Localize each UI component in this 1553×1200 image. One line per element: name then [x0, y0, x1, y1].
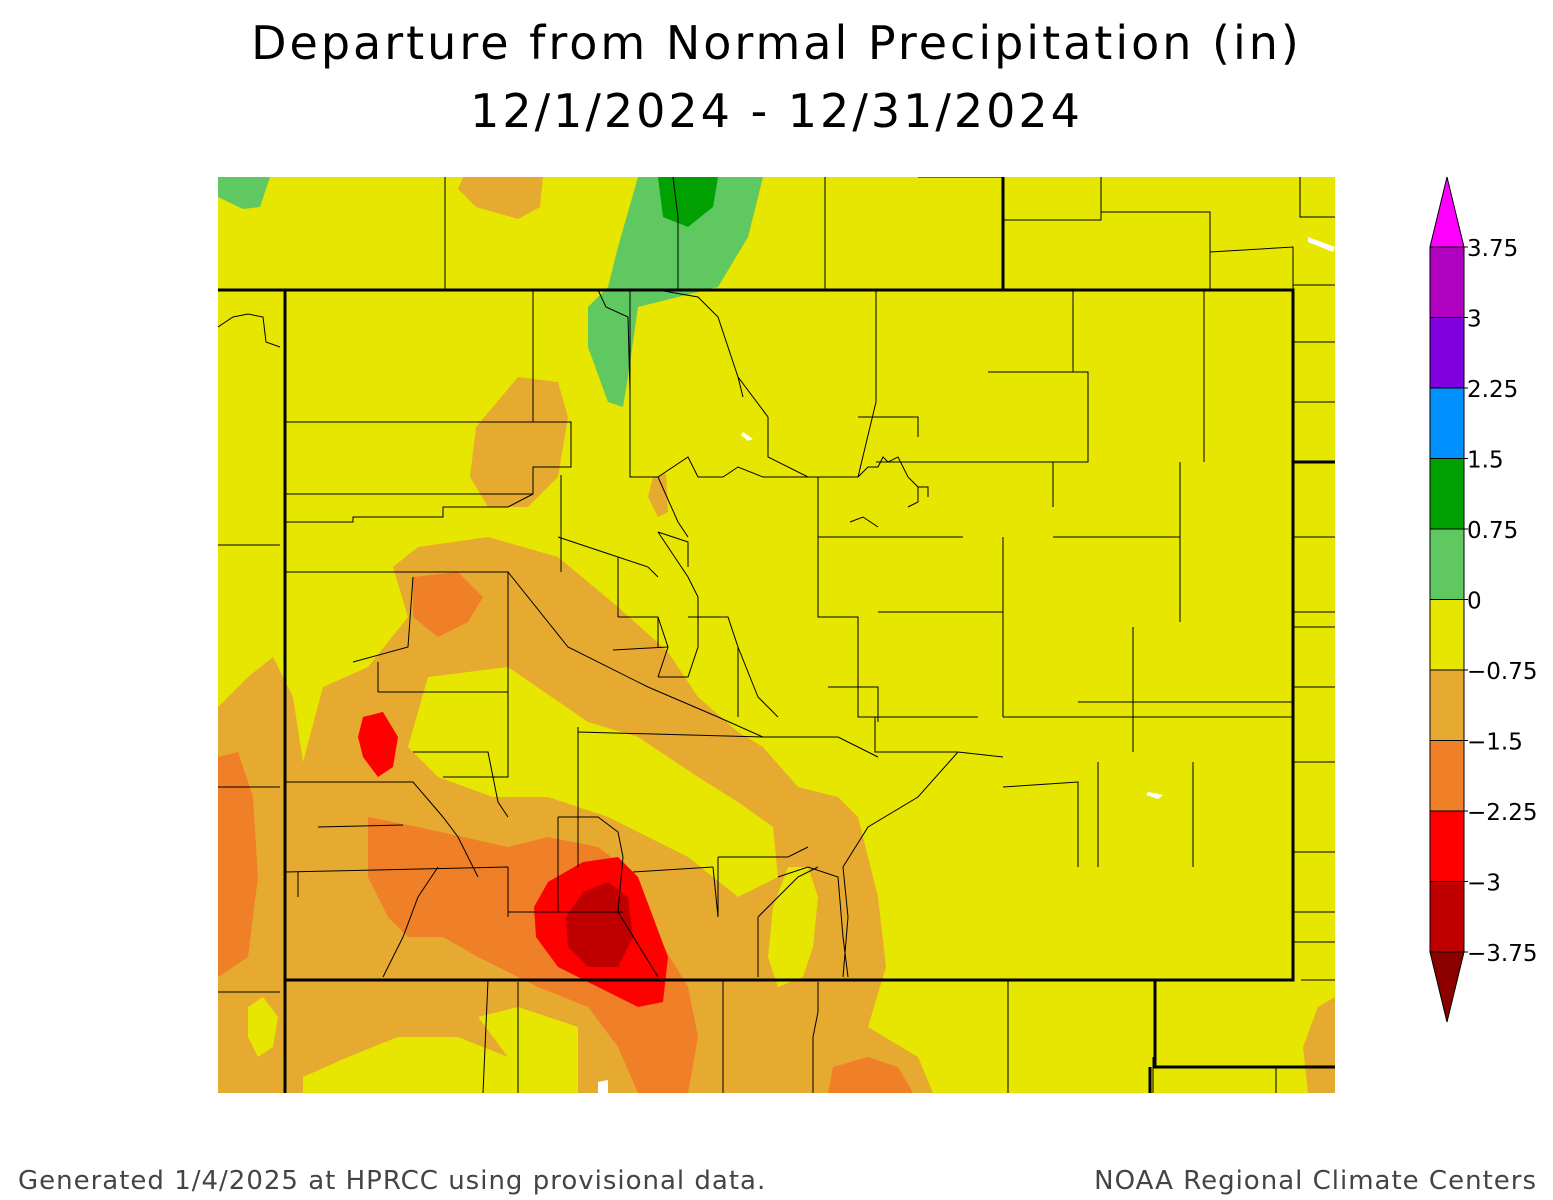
- contour-light-orange-southwest: [218, 537, 933, 1093]
- legend-label: −2.25: [1467, 800, 1537, 826]
- legend-swatch: [1429, 669, 1465, 741]
- white-spot-ne: [1308, 237, 1335, 252]
- legend-swatch: [1429, 317, 1465, 389]
- precipitation-departure-map: [218, 177, 1335, 1093]
- colorado-border: [283, 288, 1295, 982]
- contour-yellow-south: [303, 1037, 548, 1093]
- legend-swatch: [1429, 599, 1465, 671]
- contour-red-west: [358, 712, 398, 777]
- legend-label: 2.25: [1467, 377, 1518, 403]
- legend-labels: 3.75 3 2.25 1.5 0.75 0 −0.75 −1.5 −2.25 −3 −3.75: [1464, 236, 1537, 967]
- contour-light-orange-top: [458, 177, 543, 219]
- legend-swatch: [1429, 528, 1465, 600]
- generation-note: Generated 1/4/2025 at HPRCC using provis…: [18, 1166, 767, 1196]
- legend-swatch: [1429, 458, 1465, 530]
- legend-arrow-bottom: [1429, 951, 1465, 1023]
- contour-orange-nw-small: [413, 572, 483, 637]
- map-title: Departure from Normal Precipitation (in): [251, 16, 1302, 70]
- legend-label: −1.5: [1467, 730, 1523, 756]
- legend-swatch: [1429, 740, 1465, 812]
- new-mexico-oklahoma-border: [1153, 980, 1335, 1069]
- legend-label: −3.75: [1467, 941, 1537, 967]
- legend-label: 0: [1467, 589, 1482, 615]
- anomaly-contours: [218, 177, 1335, 1093]
- color-scale-legend: 3.75 3 2.25 1.5 0.75 0 −0.75 −1.5 −2.25 −3 −3.75: [1429, 176, 1537, 1023]
- legend-label: 3: [1467, 307, 1482, 333]
- legend-swatch: [1429, 246, 1465, 318]
- contour-green-north: [658, 177, 718, 227]
- contour-yellow-inner-2: [248, 997, 278, 1057]
- legend-label: 1.5: [1467, 448, 1504, 474]
- legend-bar: [1429, 176, 1465, 1023]
- contour-orange-se-small: [828, 1057, 913, 1093]
- legend-label: 3.75: [1467, 236, 1518, 262]
- contour-light-orange-nw: [470, 377, 568, 507]
- white-spot-sw: [598, 1080, 608, 1093]
- contour-light-green-nw: [218, 177, 270, 209]
- contour-light-orange-center: [648, 474, 668, 517]
- source-credit: NOAA Regional Climate Centers: [1094, 1166, 1537, 1196]
- state-borders: [218, 177, 1335, 1093]
- metro-county-detail: [849, 456, 929, 528]
- map-date-range: 12/1/2024 - 12/31/2024: [470, 84, 1083, 138]
- contour-yellow-inner-3: [768, 867, 818, 987]
- contour-yellow-south-2: [478, 1007, 578, 1093]
- white-spot-center: [741, 432, 753, 441]
- white-spot-se: [1146, 792, 1163, 799]
- county-lines: [218, 177, 1335, 1093]
- legend-label: −0.75: [1467, 659, 1537, 685]
- contour-dark-red-south: [566, 882, 633, 967]
- legend-label: 0.75: [1467, 518, 1518, 544]
- legend-swatch: [1429, 881, 1465, 953]
- legend-swatch: [1429, 387, 1465, 459]
- legend-arrow-top: [1429, 176, 1465, 248]
- contour-yellow-inner: [408, 667, 778, 897]
- legend-label: −3: [1467, 871, 1501, 897]
- contour-orange-east-edge: [1303, 997, 1335, 1093]
- legend-swatch: [1429, 810, 1465, 882]
- contour-light-green-north: [588, 177, 763, 407]
- contour-orange-west: [218, 752, 258, 977]
